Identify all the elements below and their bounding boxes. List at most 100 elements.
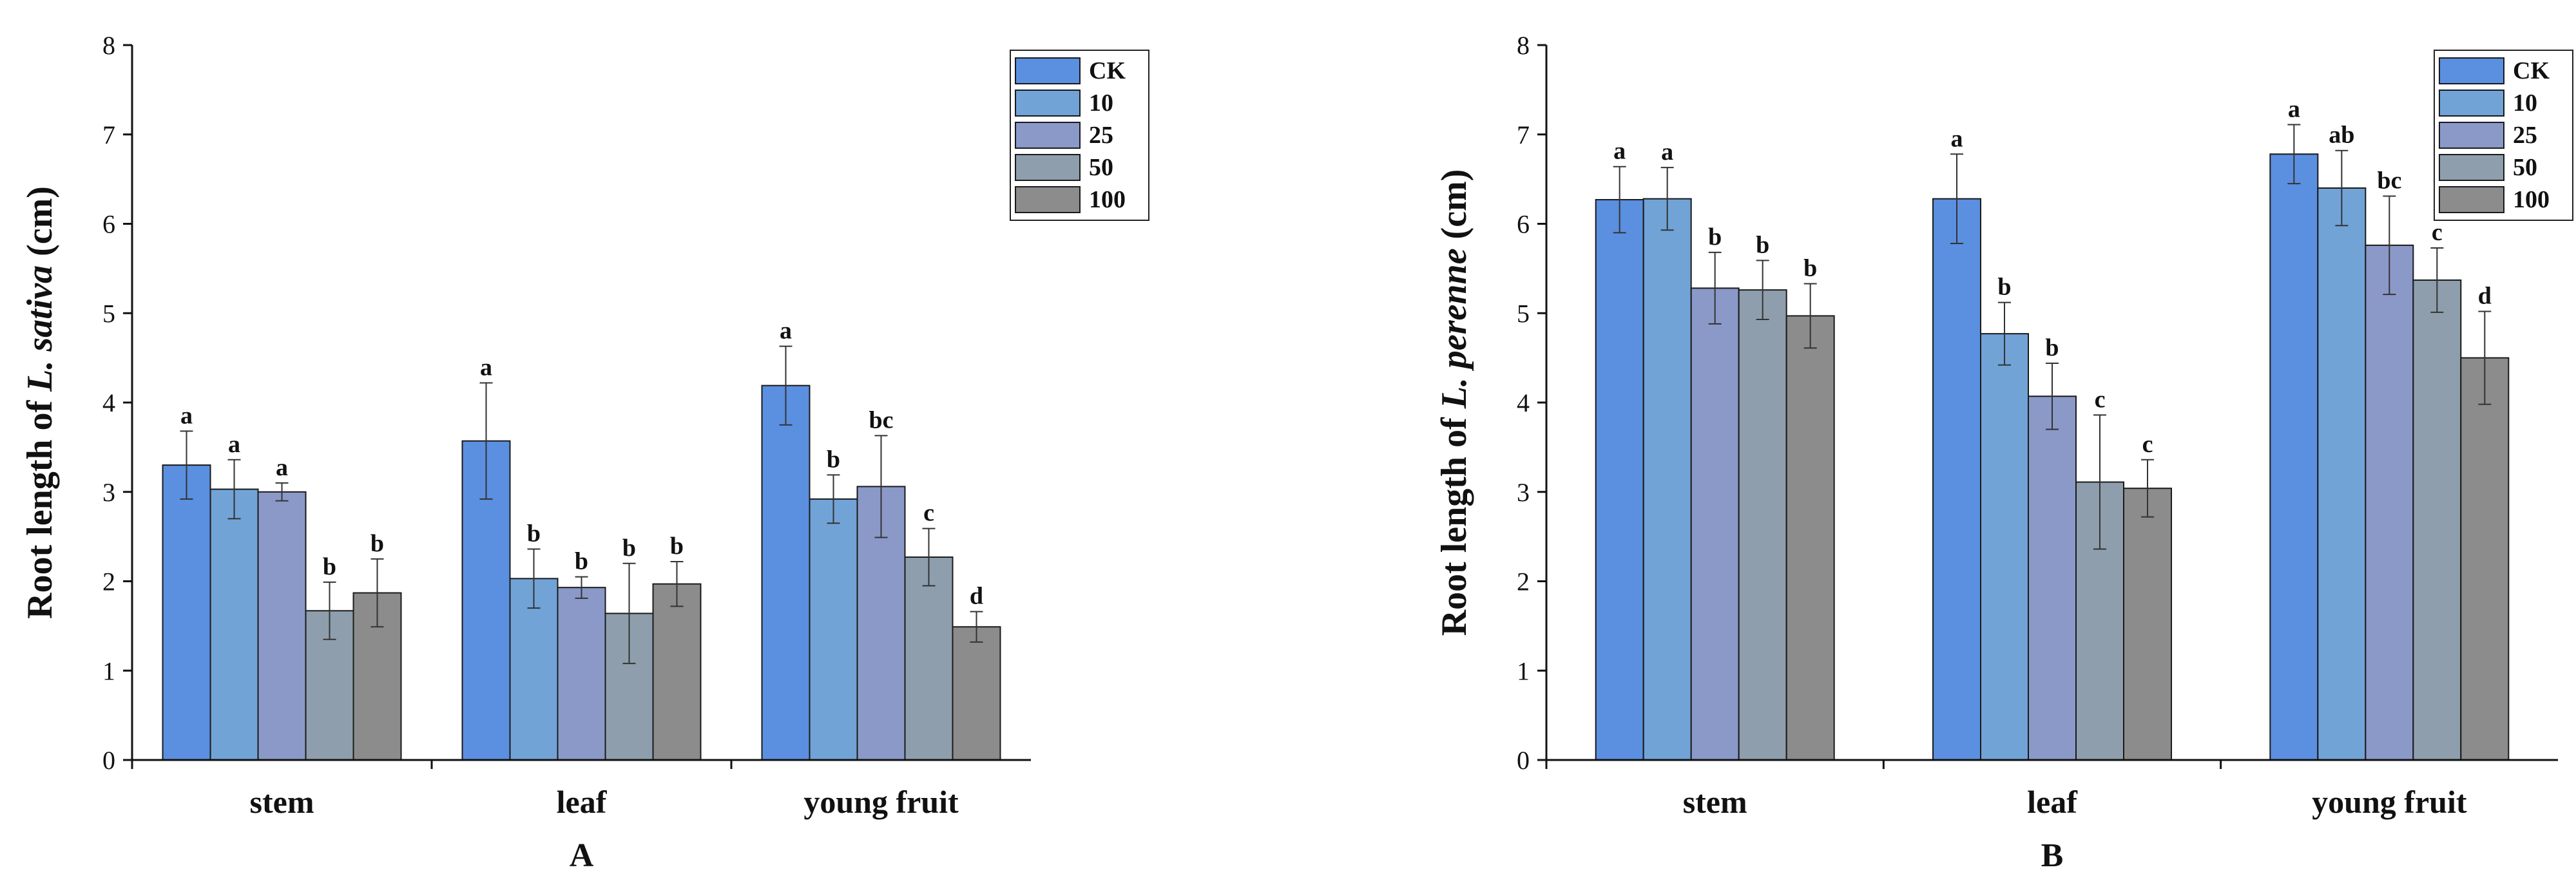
legend-label-25: 25: [2513, 122, 2537, 149]
legend-swatch-CK: [1015, 57, 1081, 84]
significance-letter: a: [480, 354, 492, 381]
significance-letter: b: [1756, 231, 1769, 258]
x-tick-label: leaf: [557, 784, 608, 820]
bar-leaf-25: [2028, 395, 2077, 761]
bar-young-fruit-100: [2460, 357, 2510, 761]
bar-leaf-25: [557, 587, 606, 761]
bar-leaf-100: [2123, 488, 2172, 761]
bar-stem-25: [1690, 287, 1740, 761]
significance-letter: b: [370, 530, 384, 557]
bar-young-fruit-100: [952, 626, 1001, 761]
significance-letter: b: [622, 535, 636, 562]
x-tick-label: young fruit: [2312, 784, 2467, 820]
bar-stem-CK: [162, 464, 211, 761]
y-tick-label: 1: [102, 656, 115, 685]
significance-letter: b: [827, 446, 840, 473]
legend-swatch-50: [2439, 154, 2504, 181]
significance-letter: bc: [869, 406, 894, 433]
bar-stem-50: [1738, 289, 1787, 761]
bar-stem-100: [1785, 315, 1835, 761]
legend-label-10: 10: [1089, 90, 1113, 117]
x-tick-label: stem: [250, 784, 314, 820]
significance-letter: a: [2288, 95, 2300, 122]
bar-leaf-CK: [1932, 198, 1981, 761]
significance-letter: bc: [2377, 167, 2401, 194]
significance-letter: ab: [2329, 122, 2354, 149]
chart-panel-a: a a a b b stem a b b b b leaf a b bc c d young fruit 0 1 2 3 4…: [20, 31, 1149, 874]
y-axis-label-suffix: (cm): [20, 186, 60, 265]
y-tick-label: 4: [1517, 388, 1530, 417]
bar-young-fruit-CK: [761, 385, 811, 761]
significance-letter: c: [2432, 219, 2443, 246]
bar-young-fruit-25: [2365, 244, 2414, 761]
legend-swatch-CK: [2439, 57, 2504, 84]
significance-letter: b: [323, 553, 336, 580]
bar-leaf-10: [1980, 333, 2029, 761]
bar-leaf-100: [652, 583, 702, 761]
panel-label: B: [2041, 837, 2064, 874]
significance-letter: a: [1951, 125, 1963, 152]
significance-letter: a: [1613, 138, 1626, 165]
bar-young-fruit-10: [809, 498, 858, 761]
legend-swatch-10: [1015, 90, 1081, 117]
y-tick-label: 6: [1517, 210, 1530, 239]
y-tick-label: 3: [102, 478, 115, 507]
legend-swatch-100: [1015, 186, 1081, 213]
significance-letter: b: [1803, 254, 1817, 281]
y-axis-label-prefix: Root length of: [20, 392, 60, 619]
y-axis-label-species: L. perenne: [1434, 248, 1474, 409]
y-axis-label: Root length of L. perenne (cm): [1434, 169, 1474, 636]
legend-label-100: 100: [1089, 186, 1126, 213]
y-tick-label: 2: [102, 567, 115, 596]
significance-letter: a: [228, 431, 240, 458]
x-tick-label: stem: [1683, 784, 1747, 820]
legend-label-10: 10: [2513, 90, 2537, 117]
legend-label-25: 25: [1089, 122, 1113, 149]
y-axis-label: Root length of L. sativa (cm): [20, 186, 60, 619]
y-tick-label: 5: [1517, 299, 1530, 328]
bar-young-fruit-50: [904, 556, 954, 761]
bar-stem-CK: [1595, 199, 1644, 761]
y-tick-label: 8: [102, 31, 115, 60]
bar-young-fruit-50: [2412, 279, 2462, 761]
panel-label: A: [570, 837, 594, 874]
legend-swatch-50: [1015, 154, 1081, 181]
significance-letter: c: [2095, 386, 2106, 413]
x-tick-label: young fruit: [803, 784, 959, 820]
y-axis-label-prefix: Root length of: [1434, 408, 1474, 636]
legend-label-100: 100: [2513, 186, 2550, 213]
significance-letter: b: [670, 533, 684, 560]
legend-swatch-25: [2439, 122, 2504, 149]
y-axis-label-species: L. sativa: [20, 265, 60, 392]
significance-letter: b: [1708, 223, 1722, 251]
significance-letter: c: [923, 500, 934, 527]
bar-stem-10: [1642, 198, 1692, 761]
significance-letter: b: [2045, 334, 2059, 361]
y-tick-label: 0: [102, 746, 115, 775]
legend-swatch-25: [1015, 122, 1081, 149]
y-tick-label: 2: [1517, 567, 1530, 596]
y-tick-label: 1: [1517, 656, 1530, 685]
legend-label-50: 50: [1089, 154, 1113, 181]
bar-young-fruit-10: [2317, 187, 2367, 761]
y-axis-label-suffix: (cm): [1434, 169, 1474, 249]
y-tick-label: 7: [1517, 120, 1530, 149]
legend-label-50: 50: [2513, 154, 2537, 181]
significance-letter: a: [276, 454, 288, 481]
bar-leaf-10: [509, 578, 559, 761]
y-tick-label: 4: [102, 388, 115, 417]
significance-letter: d: [970, 583, 983, 610]
significance-letter: c: [2142, 431, 2153, 458]
y-tick-label: 6: [102, 210, 115, 239]
x-tick-label: leaf: [2027, 784, 2078, 820]
significance-letter: b: [575, 548, 588, 575]
y-tick-label: 0: [1517, 746, 1530, 775]
y-tick-label: 5: [102, 299, 115, 328]
legend-swatch-10: [2439, 90, 2504, 117]
legend-label-CK: CK: [1089, 57, 1126, 84]
y-tick-label: 7: [102, 120, 115, 149]
significance-letter: a: [1661, 138, 1673, 166]
significance-letter: b: [527, 520, 541, 547]
